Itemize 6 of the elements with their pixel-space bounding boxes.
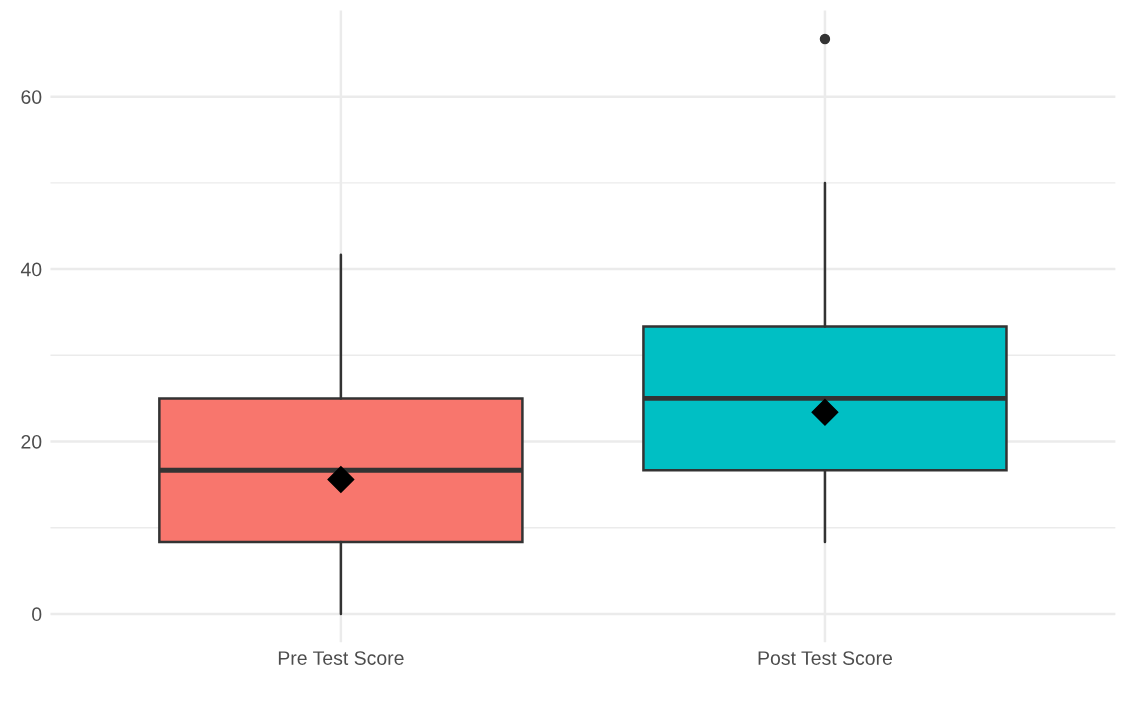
x-tick-label: Pre Test Score bbox=[278, 651, 404, 665]
x-tick-label: Post Test Score bbox=[758, 651, 892, 665]
y-tick-label: 20 bbox=[21, 434, 42, 449]
y-tick-label: 60 bbox=[21, 90, 42, 104]
y-tick-label: 40 bbox=[20, 262, 42, 277]
y-tick-label: 0 bbox=[32, 607, 42, 622]
